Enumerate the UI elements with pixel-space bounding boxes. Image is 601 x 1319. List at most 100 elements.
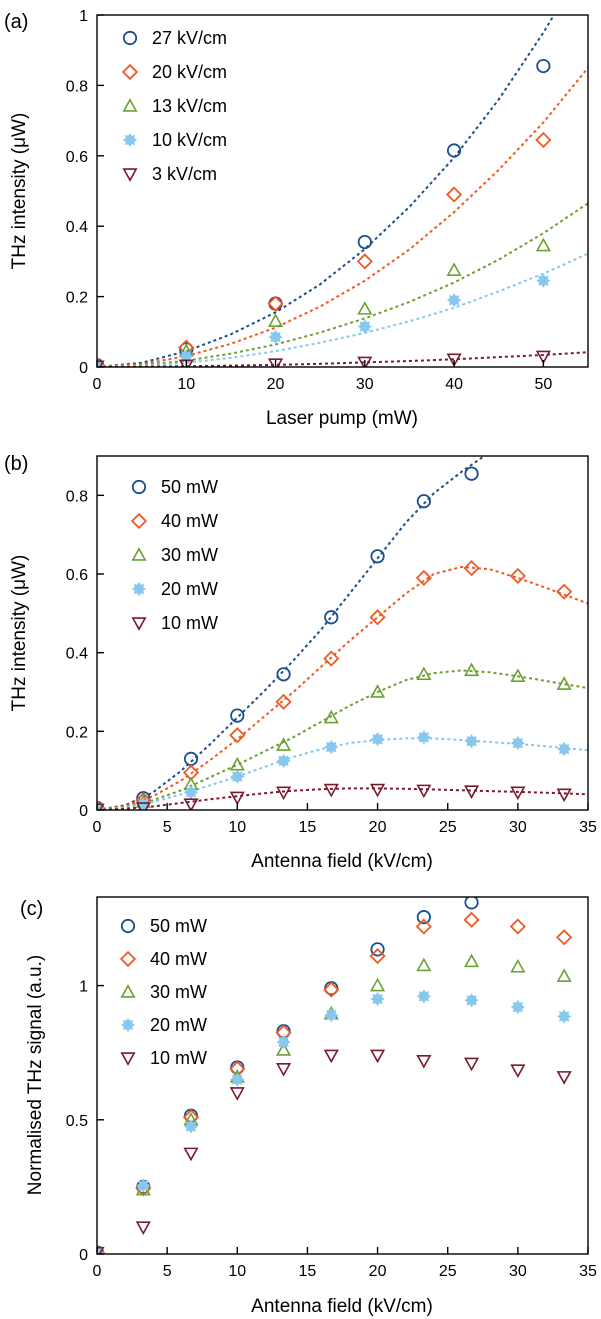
data-point — [416, 784, 432, 799]
data-point — [535, 131, 552, 149]
x-tick-label: 15 — [299, 819, 317, 836]
data-point — [369, 947, 386, 965]
legend-marker — [122, 168, 138, 182]
data-point — [510, 668, 526, 683]
legend-label: 50 mW — [161, 477, 218, 497]
data-point — [510, 1064, 526, 1078]
data-point — [356, 253, 373, 270]
panel-c-y-axis-label: Normalised THz signal (a.u.) — [25, 955, 46, 1195]
data-point — [357, 319, 372, 334]
legend-marker — [122, 30, 138, 46]
legend-marker — [120, 984, 136, 998]
data-point — [369, 609, 386, 626]
legend-marker — [122, 98, 138, 112]
legend-marker — [131, 479, 147, 495]
data-point — [464, 897, 479, 910]
legend-entry: 50 mW — [131, 477, 218, 497]
data-point — [535, 237, 551, 252]
fit-line — [97, 67, 588, 367]
data-point — [416, 666, 432, 681]
x-tick-label: 30 — [356, 376, 374, 393]
legend-label: 10 kV/cm — [152, 130, 227, 150]
legend-entry: 40 mW — [130, 511, 218, 531]
data-point — [370, 991, 385, 1007]
x-tick-label: 25 — [439, 1263, 457, 1280]
panel-a-label: (a) — [4, 11, 28, 33]
legend-marker — [131, 617, 147, 631]
legend-entry: 10 kV/cm — [122, 130, 227, 150]
data-point — [183, 751, 199, 766]
y-tick-label: 0.8 — [66, 488, 88, 505]
x-tick-label: 20 — [369, 819, 387, 836]
data-point — [183, 798, 199, 810]
fit-line — [97, 351, 588, 367]
data-point — [97, 1245, 105, 1254]
y-tick-label: 0 — [79, 803, 88, 820]
data-point — [267, 313, 284, 328]
panel-b: (b) 0 5 10 15 20 25 30 35 0 0.2 0.4 0.6 0.8 Antenna … — [4, 453, 597, 872]
data-point — [557, 1009, 572, 1024]
panel-b-x-axis-label: Antenna field (kV/cm) — [251, 851, 433, 872]
data-point — [323, 1049, 339, 1064]
data-point — [230, 708, 245, 723]
data-point — [276, 667, 291, 682]
data-point — [509, 567, 526, 585]
data-point — [276, 753, 291, 768]
x-tick-label: 20 — [267, 376, 285, 393]
data-point — [536, 58, 551, 74]
legend-entry: 3 kV/cm — [122, 164, 217, 184]
panel-c-label: (c) — [20, 898, 43, 920]
legend-label: 10 mW — [150, 1048, 207, 1068]
fit-line — [97, 669, 588, 810]
data-point — [370, 783, 386, 798]
data-point — [446, 262, 462, 276]
y-tick-label: 0.8 — [66, 78, 88, 95]
legend-label: 20 mW — [161, 579, 218, 599]
legend-entry: 20 kV/cm — [121, 62, 227, 82]
panel-c-x-axis-label: Antenna field (kV/cm) — [251, 1296, 433, 1317]
data-point — [183, 785, 199, 800]
y-tick-label: 0.4 — [66, 219, 88, 236]
panel-a-plot-area — [97, 15, 588, 367]
data-point — [183, 1119, 199, 1134]
y-tick-label: 1 — [79, 8, 88, 25]
legend-entry: 40 mW — [119, 949, 207, 969]
y-tick-label: 0.6 — [66, 567, 88, 584]
data-point — [416, 1054, 432, 1069]
panel-b-axes-frame — [96, 455, 589, 811]
data-point — [556, 1071, 572, 1085]
data-point — [510, 736, 525, 751]
data-point — [446, 143, 462, 158]
y-tick-label: 1 — [79, 979, 88, 996]
data-point — [275, 693, 292, 710]
panel-a-y-axis-label: THz intensity (μW) — [9, 113, 30, 270]
data-point — [229, 756, 245, 771]
fit-line — [97, 15, 556, 367]
data-point — [276, 1034, 291, 1050]
legend-marker — [120, 918, 136, 934]
legend-label: 30 mW — [161, 545, 218, 565]
legend-label: 13 kV/cm — [152, 96, 227, 116]
legend-entry: 20 mW — [131, 579, 218, 599]
panel-a: (a) 0 10 20 30 40 50 0 0.2 0.4 0.6 0.8 1 Laser pump… — [4, 8, 589, 429]
x-tick-label: 0 — [93, 376, 102, 393]
panel-c-ticks: 0 5 10 15 20 25 30 35 0 0.5 1 — [66, 979, 597, 1280]
x-tick-label: 35 — [579, 819, 597, 836]
data-point — [556, 788, 572, 803]
legend-label: 30 mW — [150, 982, 207, 1002]
data-point — [463, 911, 480, 928]
panel-c-plot-area — [97, 897, 573, 1254]
data-point — [416, 494, 431, 509]
legend-marker — [120, 1017, 136, 1033]
data-point — [446, 292, 462, 308]
legend-label: 40 mW — [161, 511, 218, 531]
fit-line — [97, 456, 486, 810]
legend-entry: 13 kV/cm — [122, 96, 227, 116]
legend-marker — [119, 950, 137, 968]
data-point — [415, 918, 432, 935]
panel-b-y-axis-label: THz intensity (μW) — [9, 555, 30, 712]
data-point — [230, 769, 245, 784]
panel-b-label: (b) — [4, 453, 28, 475]
data-point — [357, 356, 373, 367]
